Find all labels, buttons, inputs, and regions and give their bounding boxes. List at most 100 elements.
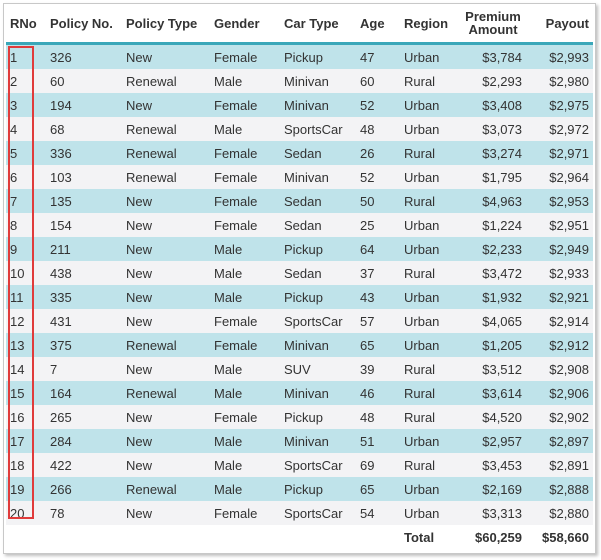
cell-premium: $4,963 — [460, 189, 526, 213]
table-row[interactable]: 5 336 Renewal Female Sedan 26 Rural $3,274 $2,97… — [6, 141, 593, 165]
cell-region: Urban — [400, 43, 460, 69]
cell-payout: $2,933 — [526, 261, 593, 285]
cell-region: Rural — [400, 405, 460, 429]
table-row[interactable]: 9 211 New Male Pickup 64 Urban $2,233 $2,949 — [6, 237, 593, 261]
column-header-age[interactable]: Age — [356, 4, 400, 45]
column-header-car-type[interactable]: Car Type — [280, 4, 356, 45]
cell-region: Urban — [400, 429, 460, 453]
cell-rno: 2 — [6, 69, 46, 93]
cell-car-type: Sedan — [280, 213, 356, 237]
cell-age: 65 — [356, 333, 400, 357]
column-header-policy-no[interactable]: Policy No. — [46, 4, 122, 45]
table-row[interactable]: 13 375 Renewal Female Minivan 65 Urban $1,205 $2… — [6, 333, 593, 357]
cell-rno: 15 — [6, 381, 46, 405]
table-row[interactable]: 18 422 New Male SportsCar 69 Rural $3,453 $2,891 — [6, 453, 593, 477]
cell-policy-type: New — [122, 237, 210, 261]
cell-policy-type: New — [122, 429, 210, 453]
cell-age: 48 — [356, 117, 400, 141]
cell-region: Urban — [400, 285, 460, 309]
cell-policy-type: Renewal — [122, 333, 210, 357]
cell-region: Rural — [400, 453, 460, 477]
cell-policy-no: 431 — [46, 309, 122, 333]
policy-table: RNo Policy No. Policy Type Gender Car Ty… — [6, 4, 593, 549]
table-row[interactable]: 8 154 New Female Sedan 25 Urban $1,224 $2,951 — [6, 213, 593, 237]
cell-age: 60 — [356, 69, 400, 93]
table-row[interactable]: 2 60 Renewal Male Minivan 60 Rural $2,293 $2,980 — [6, 69, 593, 93]
table-row[interactable]: 11 335 New Male Pickup 43 Urban $1,932 $2,921 — [6, 285, 593, 309]
cell-payout: $2,908 — [526, 357, 593, 381]
cell-premium: $4,520 — [460, 405, 526, 429]
cell-age: 46 — [356, 381, 400, 405]
totals-premium: $60,259 — [460, 525, 526, 549]
cell-premium: $2,293 — [460, 69, 526, 93]
table-row[interactable]: 1 326 New Female Pickup 47 Urban $3,784 $2,993 — [6, 43, 593, 69]
cell-gender: Female — [210, 43, 280, 69]
table-row[interactable]: 12 431 New Female SportsCar 57 Urban $4,065 $2,9… — [6, 309, 593, 333]
cell-policy-type: New — [122, 93, 210, 117]
table-row[interactable]: 10 438 New Male Sedan 37 Rural $3,472 $2,933 — [6, 261, 593, 285]
cell-region: Rural — [400, 189, 460, 213]
cell-policy-no: 211 — [46, 237, 122, 261]
cell-payout: $2,980 — [526, 69, 593, 93]
cell-rno: 10 — [6, 261, 46, 285]
column-header-rno[interactable]: RNo — [6, 4, 46, 45]
totals-spacer — [356, 525, 400, 549]
cell-payout: $2,880 — [526, 501, 593, 525]
cell-rno: 6 — [6, 165, 46, 189]
cell-rno: 9 — [6, 237, 46, 261]
cell-policy-no: 375 — [46, 333, 122, 357]
cell-policy-no: 194 — [46, 93, 122, 117]
cell-car-type: Minivan — [280, 69, 356, 93]
table-row[interactable]: 4 68 Renewal Male SportsCar 48 Urban $3,073 $2,9… — [6, 117, 593, 141]
cell-age: 54 — [356, 501, 400, 525]
cell-gender: Male — [210, 477, 280, 501]
cell-gender: Female — [210, 93, 280, 117]
table-row[interactable]: 20 78 New Female SportsCar 54 Urban $3,313 $2,88… — [6, 501, 593, 525]
cell-premium: $3,313 — [460, 501, 526, 525]
cell-payout: $2,891 — [526, 453, 593, 477]
cell-gender: Male — [210, 453, 280, 477]
table-row[interactable]: 15 164 Renewal Male Minivan 46 Rural $3,614 $2,9… — [6, 381, 593, 405]
column-header-policy-type[interactable]: Policy Type — [122, 4, 210, 45]
cell-car-type: Sedan — [280, 141, 356, 165]
cell-policy-type: New — [122, 261, 210, 285]
table-row[interactable]: 17 284 New Male Minivan 51 Urban $2,957 $2,897 — [6, 429, 593, 453]
column-header-premium-amount[interactable]: Premium Amount — [460, 4, 526, 45]
column-header-region[interactable]: Region — [400, 4, 460, 45]
cell-policy-type: New — [122, 189, 210, 213]
cell-policy-no: 438 — [46, 261, 122, 285]
table-row[interactable]: 19 266 Renewal Male Pickup 65 Urban $2,169 $2,88… — [6, 477, 593, 501]
cell-policy-type: New — [122, 453, 210, 477]
cell-policy-no: 103 — [46, 165, 122, 189]
cell-policy-type: Renewal — [122, 141, 210, 165]
cell-region: Rural — [400, 261, 460, 285]
cell-gender: Male — [210, 117, 280, 141]
table-row[interactable]: 7 135 New Female Sedan 50 Rural $4,963 $2,953 — [6, 189, 593, 213]
cell-age: 57 — [356, 309, 400, 333]
cell-car-type: Minivan — [280, 429, 356, 453]
cell-rno: 5 — [6, 141, 46, 165]
cell-gender: Male — [210, 381, 280, 405]
cell-region: Rural — [400, 69, 460, 93]
cell-payout: $2,912 — [526, 333, 593, 357]
totals-spacer — [280, 525, 356, 549]
report-frame: RNo Policy No. Policy Type Gender Car Ty… — [3, 3, 596, 554]
table-row[interactable]: 6 103 Renewal Female Minivan 52 Urban $1,795 $2,… — [6, 165, 593, 189]
cell-policy-no: 335 — [46, 285, 122, 309]
cell-payout: $2,975 — [526, 93, 593, 117]
column-header-gender[interactable]: Gender — [210, 4, 280, 45]
cell-premium: $1,205 — [460, 333, 526, 357]
table-row[interactable]: 3 194 New Female Minivan 52 Urban $3,408 $2,975 — [6, 93, 593, 117]
cell-car-type: SportsCar — [280, 501, 356, 525]
cell-car-type: Minivan — [280, 333, 356, 357]
totals-spacer — [122, 525, 210, 549]
column-header-payout[interactable]: Payout — [526, 4, 593, 45]
table-row[interactable]: 14 7 New Male SUV 39 Rural $3,512 $2,908 — [6, 357, 593, 381]
cell-payout: $2,888 — [526, 477, 593, 501]
cell-payout: $2,953 — [526, 189, 593, 213]
cell-gender: Female — [210, 309, 280, 333]
cell-car-type: Pickup — [280, 237, 356, 261]
table-row[interactable]: 16 265 New Female Pickup 48 Rural $4,520 $2,902 — [6, 405, 593, 429]
cell-rno: 12 — [6, 309, 46, 333]
cell-premium: $3,472 — [460, 261, 526, 285]
